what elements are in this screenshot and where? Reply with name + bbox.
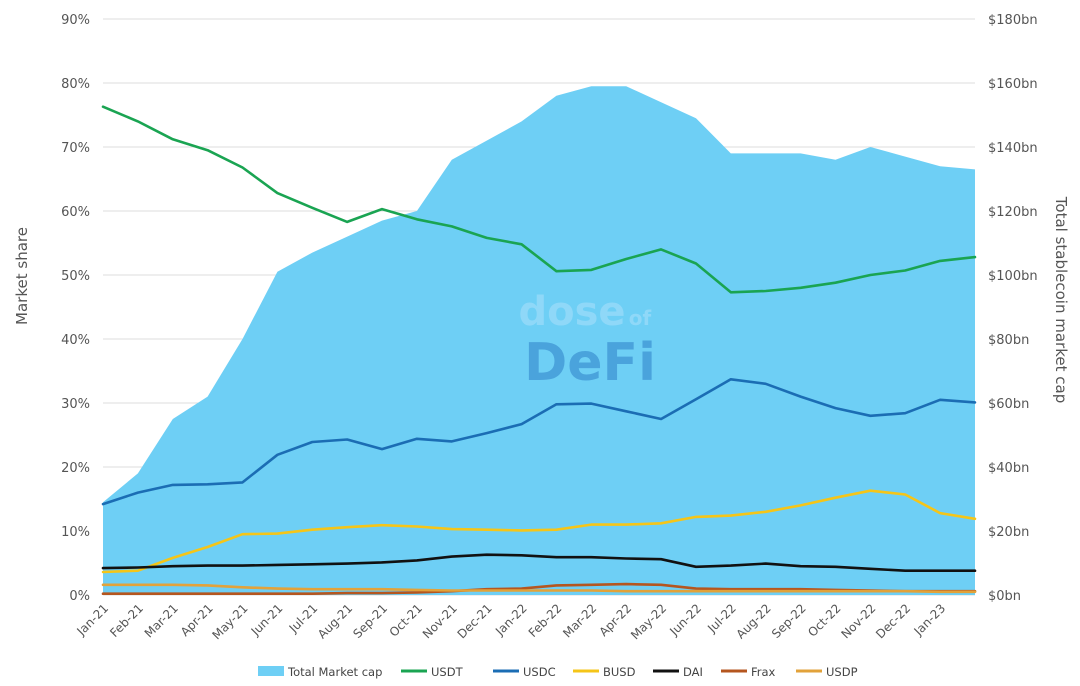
legend: Total Market cap USDT USDC BUSD DAI Frax USDP [258,665,858,679]
x-tick-label: Jan-22 [492,601,530,639]
x-tick-label: Dec-22 [873,601,913,641]
x-tick-label: Oct-22 [805,601,843,639]
x-tick-label: Jan-23 [911,601,949,639]
watermark-line-1-small: of [629,306,652,330]
right-axis-ticks: $0bn $20bn $40bn $60bn $80bn $100bn $120bn $140… [988,13,1038,604]
y-tick-label: 80% [61,77,90,92]
area-layer [103,86,975,595]
y-tick-label: 10% [61,525,90,540]
x-tick-label: Feb-22 [526,601,565,640]
series-line-usdt [101,105,977,294]
x-tick-label: Nov-21 [420,601,460,641]
series-line-dai [101,553,977,573]
legend-item: USDP [796,665,858,679]
legend-item: DAI [653,665,703,679]
legend-label: USDC [523,665,556,679]
x-tick-label: Feb-21 [107,601,146,640]
y-tick-label: 0% [69,589,90,604]
y-tick-label: 20% [61,461,90,476]
y-axis-title: Market share [13,227,31,325]
series-line-frax [101,582,977,596]
y2-tick-label: $0bn [988,589,1021,604]
y-tick-label: 50% [61,269,90,284]
y2-tick-label: $60bn [988,397,1029,412]
y2-tick-label: $20bn [988,525,1029,540]
x-tick-label: Jun-21 [248,601,286,639]
legend-item: Total Market cap [258,665,382,679]
y2-tick-label: $180bn [988,13,1038,28]
y2-tick-label: $100bn [988,269,1038,284]
legend-item: BUSD [573,665,636,679]
y2-tick-label: $40bn [988,461,1029,476]
x-tick-label: Mar-21 [142,601,181,640]
x-tick-label: Sep-21 [350,601,390,641]
x-tick-label: Jan-21 [74,601,112,639]
y-tick-label: 40% [61,333,90,348]
y2-tick-label: $160bn [988,77,1038,92]
legend-label: Frax [751,665,776,679]
legend-label: USDP [826,665,858,679]
x-tick-label: May-21 [209,601,250,642]
series-line-usdp [101,583,977,594]
x-tick-label: Aug-21 [315,601,355,641]
y2-tick-label: $80bn [988,333,1029,348]
watermark-line-2: DeFi [524,333,656,393]
x-tick-label: Dec-21 [455,601,495,641]
legend-label: DAI [683,665,703,679]
x-tick-label: Sep-22 [769,601,809,641]
legend-label: BUSD [603,665,636,679]
y-tick-label: 70% [61,141,90,156]
y-tick-label: 60% [61,205,90,220]
x-tick-label: Jun-22 [666,601,704,639]
watermark: dose of DeFi [518,289,655,393]
y2-tick-label: $120bn [988,205,1038,220]
x-tick-label: Aug-22 [733,601,773,641]
legend-label: USDT [431,665,464,679]
y2-tick-label: $140bn [988,141,1038,156]
x-tick-label: May-22 [628,601,669,642]
watermark-line-1: dose [518,289,625,335]
x-tick-label: Oct-21 [387,601,425,639]
x-tick-label: Mar-22 [560,601,599,640]
y2-axis-title: Total stablecoin market cap [1052,196,1070,403]
series-lines [101,105,977,596]
left-axis-ticks: 0% 10% 20% 30% 40% 50% 60% 70% 80% 90% [61,13,90,604]
area-total-market-cap [103,86,975,595]
y-tick-label: 90% [61,13,90,28]
legend-item: USDT [401,665,464,679]
legend-label: Total Market cap [287,665,382,679]
legend-item: USDC [493,665,556,679]
series-line-busd [101,489,977,574]
series-line-usdc [101,377,977,506]
legend-swatch [258,666,284,676]
y-tick-label: 30% [61,397,90,412]
x-tick-label: Nov-22 [838,601,878,641]
legend-item: Frax [721,665,776,679]
